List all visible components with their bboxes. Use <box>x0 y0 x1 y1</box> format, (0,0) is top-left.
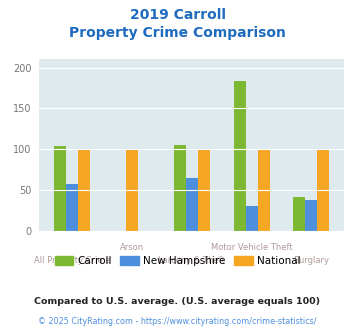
Bar <box>305 200 317 231</box>
Bar <box>294 197 305 231</box>
Text: Larceny & Theft: Larceny & Theft <box>158 256 225 265</box>
Text: Arson: Arson <box>120 243 144 251</box>
Bar <box>78 149 90 231</box>
Bar <box>198 149 210 231</box>
Text: All Property Crime: All Property Crime <box>34 256 110 265</box>
Bar <box>257 149 269 231</box>
Bar <box>54 146 66 231</box>
Legend: Carroll, New Hampshire, National: Carroll, New Hampshire, National <box>50 252 305 270</box>
Text: © 2025 CityRating.com - https://www.cityrating.com/crime-statistics/: © 2025 CityRating.com - https://www.city… <box>38 317 317 326</box>
Text: Burglary: Burglary <box>294 256 329 265</box>
Bar <box>317 149 329 231</box>
Text: 2019 Carroll: 2019 Carroll <box>130 8 225 22</box>
Text: Compared to U.S. average. (U.S. average equals 100): Compared to U.S. average. (U.S. average … <box>34 297 321 306</box>
Bar <box>186 178 198 231</box>
Bar <box>246 206 257 231</box>
Bar <box>234 81 246 231</box>
Text: Property Crime Comparison: Property Crime Comparison <box>69 26 286 40</box>
Bar <box>66 184 78 231</box>
Bar <box>126 149 138 231</box>
Bar <box>174 145 186 231</box>
Text: Motor Vehicle Theft: Motor Vehicle Theft <box>211 243 293 251</box>
